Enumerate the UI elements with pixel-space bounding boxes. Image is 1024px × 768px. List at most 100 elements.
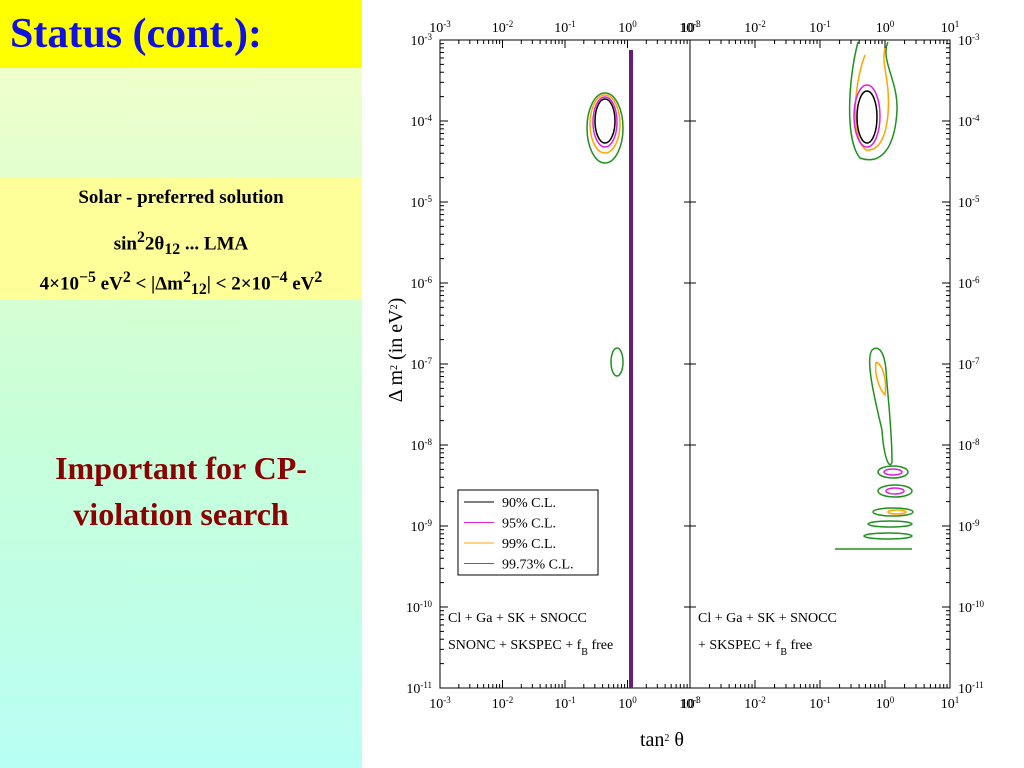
tick-exp: 0	[890, 19, 895, 29]
tick-label: 10-4	[411, 113, 433, 130]
tick-exp: -10	[972, 599, 984, 609]
tick-base: 10	[411, 34, 425, 49]
text-segment: | < 2×10	[206, 273, 271, 295]
legend-label: 99% C.L.	[502, 537, 556, 552]
tick-base: 10	[958, 439, 972, 454]
tick-label: 10-10	[406, 599, 432, 616]
text-segment: 2	[122, 269, 131, 286]
text-segment: + SKSPEC + f	[698, 638, 781, 653]
tick-exp: -2	[758, 695, 766, 705]
tick-exp: -8	[972, 437, 980, 447]
tick-exp: -9	[972, 518, 980, 528]
tick-base: 10	[679, 697, 693, 712]
tick-base: 10	[958, 520, 972, 535]
note-line: Important for CP-	[55, 450, 307, 486]
tick-exp: -3	[443, 695, 451, 705]
tick-label: 10-7	[411, 356, 433, 373]
formula-box: Solar - preferred solution sin22θ12 ... L…	[0, 178, 362, 300]
text-segment: Δ m	[385, 370, 407, 403]
tick-base: 10	[941, 697, 955, 712]
tick-base: 10	[554, 697, 568, 712]
tick-label: 10-4	[958, 113, 980, 130]
tick-exp: -3	[972, 32, 980, 42]
text-segment: 2	[137, 229, 145, 246]
text-segment: Solar - preferred solution	[78, 187, 284, 208]
text-segment: −4	[270, 269, 288, 286]
tick-label: 10-6	[411, 275, 433, 292]
text-segment: −5	[78, 269, 96, 286]
tick-exp: -4	[425, 113, 433, 123]
tick-base: 10	[681, 697, 695, 712]
text-segment: θ	[669, 729, 684, 751]
tick-exp: -11	[420, 680, 432, 690]
text-segment: Cl + Ga + SK + SNOCC	[698, 611, 837, 626]
tick-exp: -3	[693, 695, 701, 705]
tick-exp: -8	[425, 437, 433, 447]
text-segment: 2	[314, 269, 323, 286]
tick-exp: -5	[972, 194, 980, 204]
tick-base: 10	[958, 277, 972, 292]
tick-base: 10	[411, 439, 425, 454]
text-segment: 2	[182, 269, 191, 286]
tick-exp: -1	[823, 695, 831, 705]
tick-label: 10-5	[411, 194, 433, 211]
tick-label: 101	[681, 695, 700, 712]
tick-base: 10	[411, 115, 425, 130]
tick-exp: 1	[955, 695, 960, 705]
left-panel: Status (cont.): Solar - preferred soluti…	[0, 0, 362, 768]
formula-line: Solar - preferred solution	[0, 178, 362, 218]
text-segment: 2	[389, 304, 400, 309]
tick-exp: -6	[425, 275, 433, 285]
tick-label: 10-1	[554, 695, 576, 712]
tick-base: 10	[411, 520, 425, 535]
tick-label: 10-9	[958, 518, 980, 535]
tick-exp: -7	[972, 356, 980, 366]
tick-exp: 0	[632, 695, 637, 705]
tick-base: 10	[681, 21, 695, 36]
text-segment: eV	[287, 273, 315, 295]
y-axis-label: Δ m2 (in eV2)	[385, 298, 407, 403]
tick-base: 10	[411, 358, 425, 373]
tick-label: 10-1	[809, 695, 831, 712]
text-segment: eV	[95, 273, 123, 295]
tick-label: 10-3	[429, 695, 451, 712]
tick-label: 101	[681, 19, 700, 36]
text-segment: 2	[664, 733, 669, 744]
tick-base: 10	[411, 196, 425, 211]
tick-label: 10-6	[958, 275, 980, 292]
tick-exp: 1	[695, 19, 700, 29]
legend	[457, 489, 599, 576]
tick-exp: -11	[972, 680, 984, 690]
tick-exp: -5	[425, 194, 433, 204]
tick-base: 10	[554, 21, 568, 36]
legend-label: 99.73% C.L.	[502, 558, 574, 573]
tick-base: 10	[958, 601, 972, 616]
tick-base: 10	[941, 21, 955, 36]
tick-base: 10	[809, 21, 823, 36]
text-segment: 2	[389, 365, 400, 370]
tick-label: 101	[941, 19, 960, 36]
legend-label: 95% C.L.	[502, 517, 556, 532]
tick-exp: -6	[972, 275, 980, 285]
tick-base: 10	[876, 697, 890, 712]
formula-line: 4×10−5 eV2 < |Δm212| < 2×10−4 eV2	[0, 258, 362, 298]
contours	[586, 41, 914, 550]
text-segment: ... LMA	[180, 233, 249, 255]
text-segment: B	[780, 647, 787, 658]
panel-annotation: Cl + Ga + SK + SNOCC	[448, 611, 587, 626]
text-segment: 2θ	[144, 233, 165, 255]
tick-exp: -2	[506, 695, 514, 705]
tick-label: 10-2	[492, 19, 514, 36]
tick-label: 100	[876, 695, 895, 712]
text-segment: (in eV	[385, 309, 407, 365]
tick-label: 10-1	[554, 19, 576, 36]
tick-label: 10-3	[679, 695, 701, 712]
tick-label: 10-3	[411, 32, 433, 49]
tick-exp: -7	[425, 356, 433, 366]
tick-base: 10	[406, 601, 420, 616]
tick-exp: 1	[955, 19, 960, 29]
note: Important for CP-violation search	[0, 445, 362, 537]
text-segment: Cl + Ga + SK + SNOCC	[448, 611, 587, 626]
tick-label: 10-9	[411, 518, 433, 535]
tick-base: 10	[744, 21, 758, 36]
